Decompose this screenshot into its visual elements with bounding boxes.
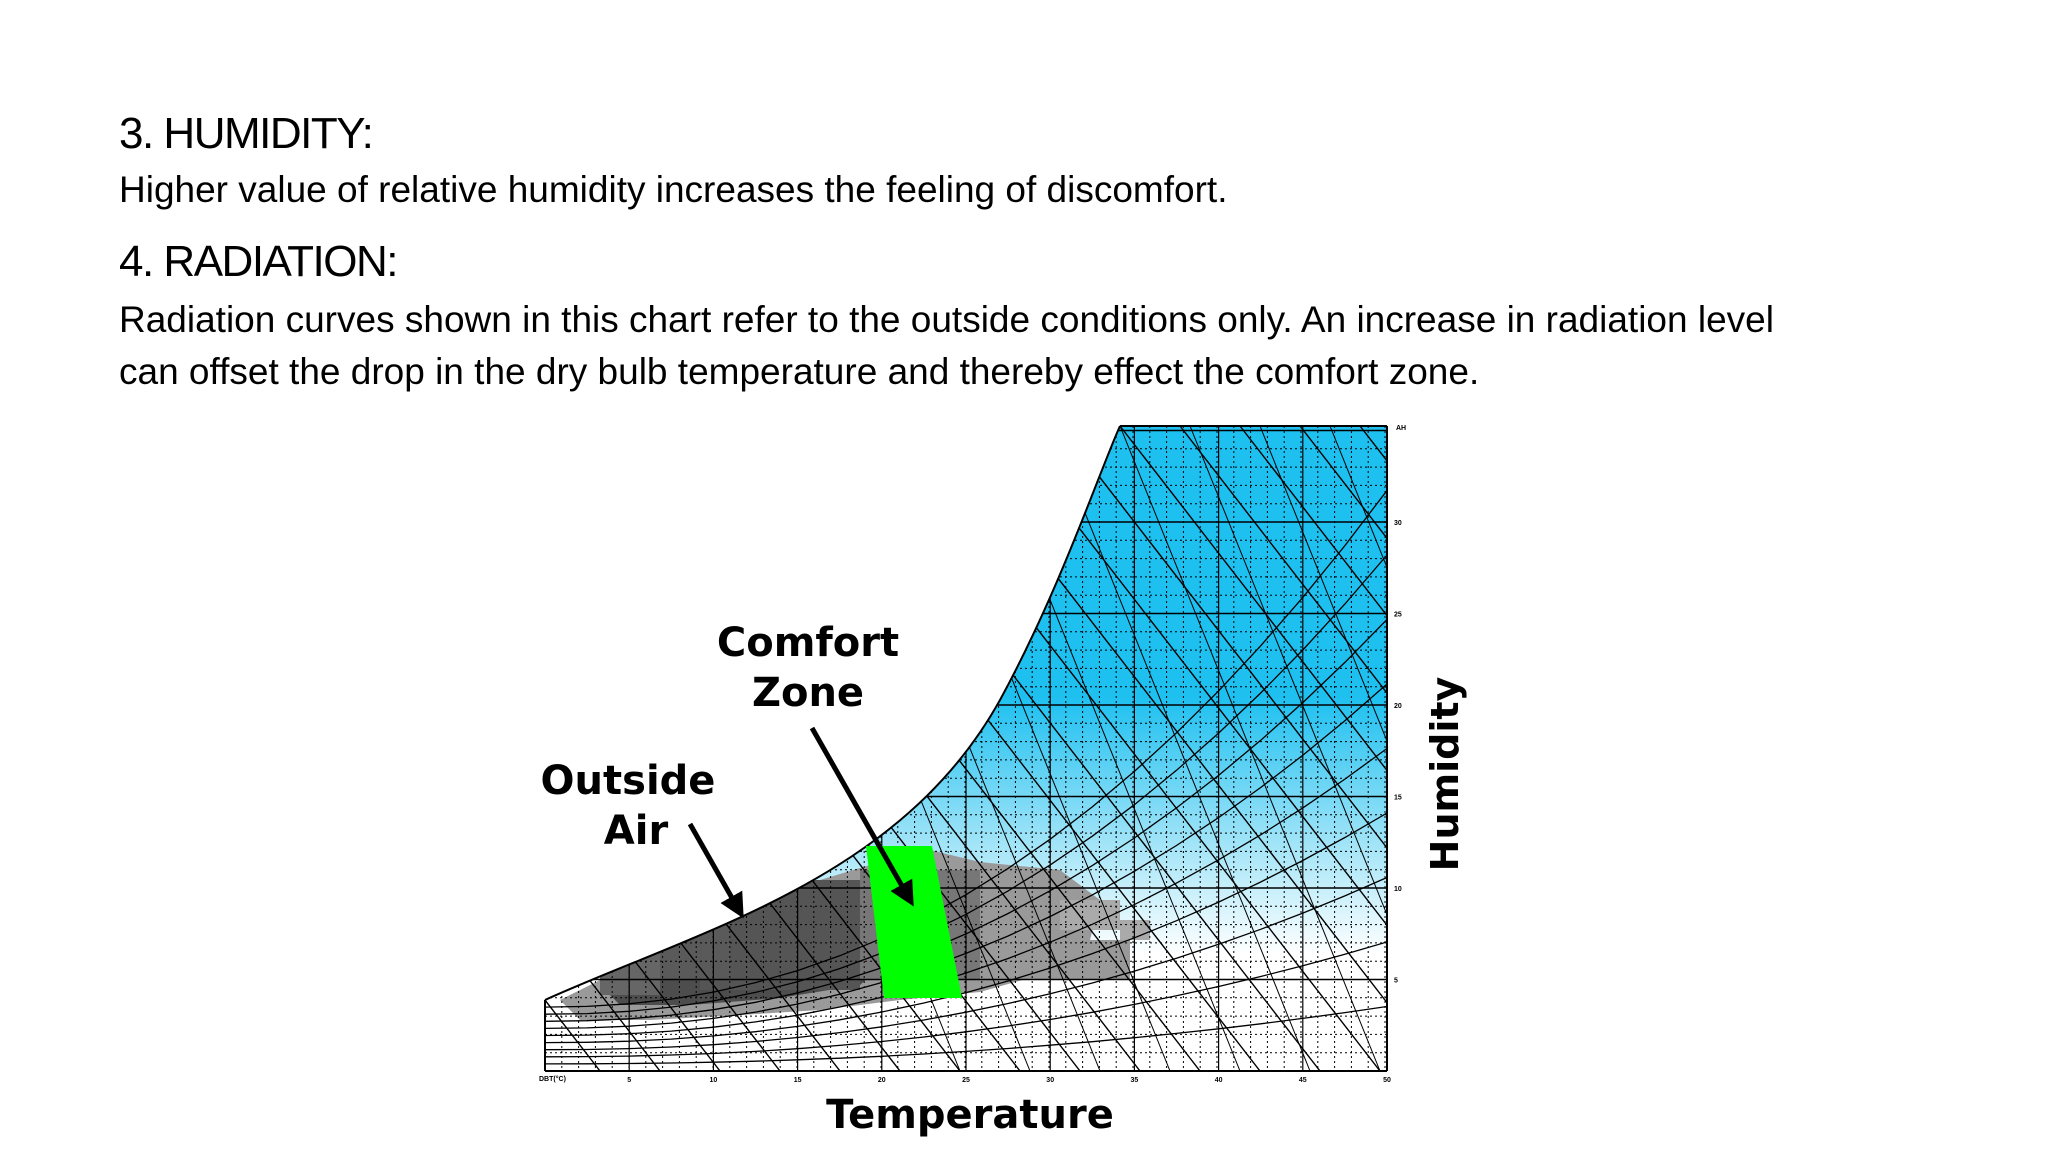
wet-bulb-line bbox=[0, 426, 480, 1071]
y-tick-label: 25 bbox=[1394, 612, 1402, 619]
outside-air-label-line-2: Air bbox=[604, 808, 669, 854]
y-axis-ticks: 5 10 15 20 25 30 bbox=[1394, 520, 1402, 985]
relative-humidity-curve bbox=[545, 1005, 1387, 1065]
outside-air-patch bbox=[1080, 940, 1130, 980]
y-tick-label: 15 bbox=[1394, 795, 1402, 802]
wet-bulb-line bbox=[0, 426, 420, 1071]
ah-axis-label: AH bbox=[1396, 425, 1406, 432]
wet-bulb-line bbox=[0, 426, 300, 1071]
wet-bulb-line bbox=[1480, 426, 1980, 1071]
outside-air-arrow bbox=[687, 822, 744, 919]
wet-bulb-line bbox=[0, 426, 120, 1071]
wet-bulb-line bbox=[1299, 426, 1387, 1071]
relative-humidity-curve bbox=[545, 876, 1387, 1051]
relative-humidity-curve bbox=[545, 941, 1387, 1058]
x-tick-label: 30 bbox=[1046, 1077, 1054, 1084]
wet-bulb-line bbox=[0, 426, 180, 1071]
enthalpy-line bbox=[1259, 426, 1387, 1071]
radiation-description: Radiation curves shown in this chart ref… bbox=[119, 294, 1774, 398]
y-tick-label: 5 bbox=[1394, 978, 1398, 985]
radiation-description-line-1: Radiation curves shown in this chart ref… bbox=[119, 299, 1774, 340]
enthalpy-line bbox=[1049, 426, 1311, 1071]
x-tick-label: 35 bbox=[1131, 1077, 1139, 1084]
x-tick-label: 50 bbox=[1383, 1077, 1391, 1084]
wet-bulb-line bbox=[545, 426, 841, 1071]
x-tick-label: 40 bbox=[1215, 1077, 1223, 1084]
relative-humidity-curve bbox=[545, 490, 1387, 1008]
humidity-description: Higher value of relative humidity increa… bbox=[119, 169, 1228, 210]
wet-bulb-line bbox=[1239, 426, 1387, 1071]
x-tick-label: 15 bbox=[794, 1077, 802, 1084]
enthalpy-line bbox=[1610, 426, 1870, 1071]
wet-bulb-line bbox=[1119, 426, 1387, 1071]
relative-humidity-curve bbox=[545, 619, 1387, 1022]
enthalpy-line bbox=[1119, 426, 1381, 1071]
wet-bulb-line bbox=[1540, 426, 2040, 1071]
heading-humidity: 3. HUMIDITY: bbox=[119, 109, 374, 158]
x-tick-label: 5 bbox=[627, 1077, 631, 1084]
x-axis-ticks: 5 10 15 20 25 30 35 40 45 50 bbox=[627, 1077, 1391, 1084]
wet-bulb-line bbox=[545, 426, 661, 1071]
wet-bulb-line bbox=[40, 426, 540, 1071]
relative-humidity-curve bbox=[545, 554, 1387, 1015]
x-tick-label: 10 bbox=[710, 1077, 718, 1084]
enthalpy-line bbox=[1329, 426, 1387, 1071]
saturation-region bbox=[545, 426, 1387, 1071]
comfort-zone-label-line-2: Zone bbox=[752, 670, 864, 716]
wet-bulb-line bbox=[1720, 426, 2048, 1071]
wet-bulb-line bbox=[545, 426, 601, 1071]
outside-air-label-line-1: Outside bbox=[541, 758, 716, 804]
wet-bulb-line bbox=[0, 426, 240, 1071]
dbt-axis-label: DBT(°C) bbox=[539, 1075, 566, 1083]
x-axis-title: Temperature bbox=[826, 1092, 1114, 1138]
x-tick-label: 20 bbox=[878, 1077, 886, 1084]
y-tick-label: 10 bbox=[1394, 886, 1402, 893]
wet-bulb-line bbox=[0, 426, 60, 1071]
x-tick-label: 25 bbox=[962, 1077, 970, 1084]
wet-bulb-line bbox=[1420, 426, 1920, 1071]
relative-humidity-curve bbox=[545, 683, 1387, 1030]
heading-radiation: 4. RADIATION: bbox=[119, 237, 398, 286]
y-tick-label: 20 bbox=[1394, 703, 1402, 710]
y-axis-title: Humidity bbox=[1423, 676, 1467, 871]
wet-bulb-line bbox=[0, 426, 360, 1071]
enthalpy-line bbox=[1189, 426, 1387, 1071]
enthalpy-line bbox=[1470, 426, 1730, 1071]
wet-bulb-line bbox=[1600, 426, 2048, 1071]
x-tick-label: 45 bbox=[1299, 1077, 1307, 1084]
relative-humidity-curve bbox=[545, 812, 1387, 1044]
wet-bulb-line bbox=[1660, 426, 2048, 1071]
enthalpy-line bbox=[1540, 426, 1800, 1071]
wet-bulb-line bbox=[545, 426, 781, 1071]
comfort-zone bbox=[866, 846, 962, 998]
saturation-curve bbox=[544, 425, 1121, 1001]
wet-bulb-line bbox=[545, 426, 721, 1071]
relative-humidity-curve bbox=[545, 747, 1387, 1037]
y-tick-label: 30 bbox=[1394, 520, 1402, 527]
comfort-zone-arrow bbox=[809, 726, 914, 907]
wet-bulb-line bbox=[1780, 426, 2048, 1071]
wet-bulb-line bbox=[1179, 426, 1387, 1071]
comfort-zone-label-line-1: Comfort bbox=[717, 620, 899, 666]
wet-bulb-line bbox=[1059, 426, 1387, 1071]
radiation-description-line-2: can offset the drop in the dry bulb temp… bbox=[119, 351, 1480, 392]
